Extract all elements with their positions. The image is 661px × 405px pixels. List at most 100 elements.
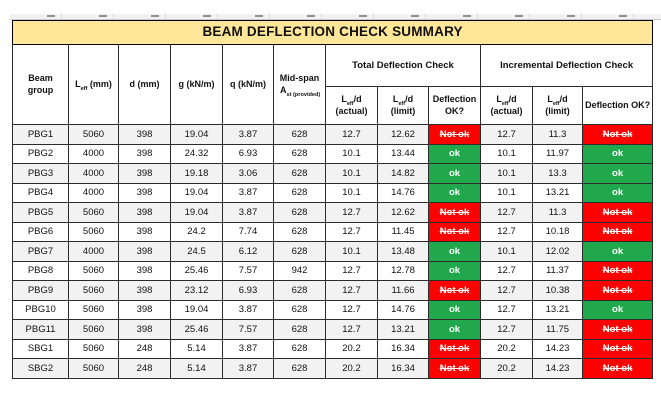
cell-g: 19.04: [170, 124, 223, 145]
cell-leff: 4000: [68, 182, 119, 203]
status-cell-total: ok: [428, 241, 481, 262]
col-header-incr-limit: Leff/d (limit): [532, 86, 583, 125]
cell-leff: 4000: [68, 163, 119, 184]
col-header-incr-actual: Leff/d (actual): [480, 86, 533, 125]
beam-deflection-table: BEAM DEFLECTION CHECK SUMMARY Beam group…: [11, 20, 654, 379]
cell-g: 24.5: [170, 241, 223, 262]
cell-q: 7.57: [222, 260, 274, 281]
cell-total-actual: 20.2: [325, 338, 378, 359]
cell-incr-limit: 11.37: [532, 260, 583, 281]
cell-total-limit: 16.34: [377, 358, 429, 379]
cell-g: 19.18: [170, 163, 223, 184]
cell-incr-actual: 12.7: [480, 124, 533, 145]
cell-beam-group: PBG11: [12, 319, 69, 340]
status-cell-incremental: ok: [581, 299, 654, 320]
cell-beam-group: PBG2: [12, 143, 69, 164]
status-cell-total: Not ok: [428, 358, 481, 379]
cell-leff: 5060: [68, 124, 119, 145]
status-cell-incremental: Not ok: [581, 358, 654, 379]
cell-d: 398: [118, 182, 171, 203]
cell-incr-actual: 20.2: [480, 358, 533, 379]
cell-d: 398: [118, 299, 171, 320]
title-row: BEAM DEFLECTION CHECK SUMMARY: [11, 20, 654, 45]
cell-total-limit: 12.62: [377, 124, 429, 145]
cell-q: 7.74: [222, 221, 274, 242]
cell-total-limit: 13.48: [377, 241, 429, 262]
cell-d: 398: [118, 143, 171, 164]
cell-q: 6.93: [222, 143, 274, 164]
cell-g: 5.14: [170, 358, 223, 379]
table-row-PBG6: PBG6 5060 398 24.2 7.74 628 12.7 11.45 Not ok 12.…: [12, 221, 654, 242]
status-cell-total: Not ok: [428, 124, 481, 145]
cell-g: 24.32: [170, 143, 223, 164]
cell-midspan-ast: 628: [273, 143, 326, 164]
cropped-row-remnant: [10, 14, 661, 20]
col-header-leff: Leff (mm): [68, 44, 119, 125]
cell-incr-limit: 11.3: [532, 124, 583, 145]
cell-total-actual: 10.1: [325, 241, 378, 262]
cell-beam-group: PBG8: [12, 260, 69, 281]
table-row-PBG4: PBG4 4000 398 19.04 3.87 628 10.1 14.76 ok 10.1 13…: [12, 182, 654, 203]
cell-incr-limit: 14.23: [532, 338, 583, 359]
cell-incr-limit: 11.75: [532, 319, 583, 340]
cell-leff: 5060: [68, 260, 119, 281]
cell-incr-actual: 12.7: [480, 299, 533, 320]
col-header-incr-ok: Deflection OK?: [581, 86, 654, 125]
cell-leff: 4000: [68, 143, 119, 164]
cell-d: 398: [118, 260, 171, 281]
cell-total-limit: 12.62: [377, 202, 429, 223]
cell-d: 398: [118, 319, 171, 340]
cell-g: 23.12: [170, 280, 223, 301]
cell-d: 398: [118, 163, 171, 184]
cell-beam-group: PBG5: [12, 202, 69, 223]
status-cell-total: Not ok: [428, 202, 481, 223]
col-header-total-limit: Leff/d (limit): [377, 86, 429, 125]
cell-q: 6.12: [222, 241, 274, 262]
cell-leff: 5060: [68, 358, 119, 379]
cell-g: 5.14: [170, 338, 223, 359]
cell-total-actual: 12.7: [325, 221, 378, 242]
cell-total-actual: 12.7: [325, 260, 378, 281]
cell-incr-actual: 10.1: [480, 241, 533, 262]
cell-beam-group: PBG6: [12, 221, 69, 242]
status-cell-incremental: ok: [581, 163, 654, 184]
cell-total-actual: 12.7: [325, 280, 378, 301]
cell-g: 19.04: [170, 299, 223, 320]
table-row-PBG9: PBG9 5060 398 23.12 6.93 628 12.7 11.66 Not ok 12…: [12, 280, 654, 301]
cell-g: 25.46: [170, 260, 223, 281]
cell-beam-group: PBG7: [12, 241, 69, 262]
cell-d: 398: [118, 124, 171, 145]
cell-leff: 5060: [68, 338, 119, 359]
cell-leff: 5060: [68, 202, 119, 223]
col-header-g: g (kN/m): [170, 44, 223, 125]
cell-midspan-ast: 628: [273, 299, 326, 320]
cell-incr-actual: 12.7: [480, 202, 533, 223]
col-header-total-actual: Leff/d (actual): [325, 86, 378, 125]
cell-total-actual: 12.7: [325, 319, 378, 340]
status-cell-incremental: Not ok: [581, 221, 654, 242]
cell-q: 3.87: [222, 358, 274, 379]
cell-d: 248: [118, 338, 171, 359]
table-row-PBG7: PBG7 4000 398 24.5 6.12 628 10.1 13.48 ok 10.1 12.…: [12, 241, 654, 262]
col-header-beam-group: Beam group: [12, 44, 69, 125]
cell-midspan-ast: 628: [273, 221, 326, 242]
cell-beam-group: PBG4: [12, 182, 69, 203]
cell-midspan-ast: 628: [273, 163, 326, 184]
cell-incr-actual: 12.7: [480, 260, 533, 281]
cell-beam-group: PBG1: [12, 124, 69, 145]
cell-d: 398: [118, 280, 171, 301]
cell-total-limit: 13.44: [377, 143, 429, 164]
cell-leff: 4000: [68, 241, 119, 262]
table-body: PBG1 5060 398 19.04 3.87 628 12.7 12.62 Not ok 12…: [12, 124, 654, 379]
status-cell-total: ok: [428, 260, 481, 281]
cell-leff: 5060: [68, 299, 119, 320]
status-cell-total: ok: [428, 299, 481, 320]
cell-midspan-ast: 628: [273, 124, 326, 145]
cell-incr-actual: 10.1: [480, 182, 533, 203]
cell-midspan-ast: 942: [273, 260, 326, 281]
cell-q: 3.87: [222, 182, 274, 203]
cell-beam-group: PBG3: [12, 163, 69, 184]
table-row-PBG11: PBG11 5060 398 25.46 7.57 628 12.7 13.21 ok 12.7 1…: [12, 319, 654, 340]
table-row-PBG10: PBG10 5060 398 19.04 3.87 628 12.7 14.76 ok 12.7 1…: [12, 299, 654, 320]
cell-total-limit: 11.66: [377, 280, 429, 301]
